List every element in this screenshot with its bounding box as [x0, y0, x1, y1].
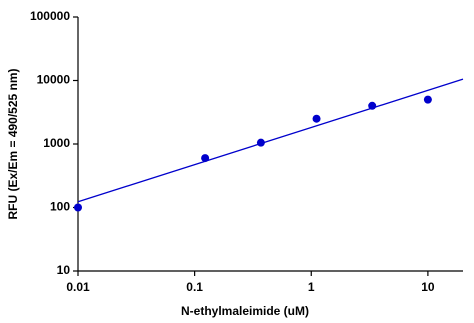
x-tick-label: 1: [308, 280, 315, 294]
data-point: [74, 203, 82, 212]
data-point: [201, 154, 210, 163]
y-tick-label: 100: [50, 200, 70, 214]
x-tick-label: 0.1: [186, 280, 203, 294]
x-tick-label: 0.01: [66, 280, 90, 294]
y-tick-label: 10: [57, 263, 71, 277]
x-tick-label: 10: [421, 280, 435, 294]
x-axis-title: N-ethylmaleimide (uM): [181, 304, 309, 318]
fit-line: [77, 78, 464, 203]
y-tick-label: 100000: [30, 9, 70, 23]
y-axis-title: RFU (Ex/Em = 490/525 nm): [6, 68, 20, 219]
y-tick-label: 1000: [43, 136, 70, 150]
y-tick-label: 10000: [37, 73, 71, 87]
data-point: [312, 114, 321, 123]
data-point: [423, 95, 432, 104]
data-point: [256, 138, 265, 147]
data-point: [368, 101, 377, 110]
